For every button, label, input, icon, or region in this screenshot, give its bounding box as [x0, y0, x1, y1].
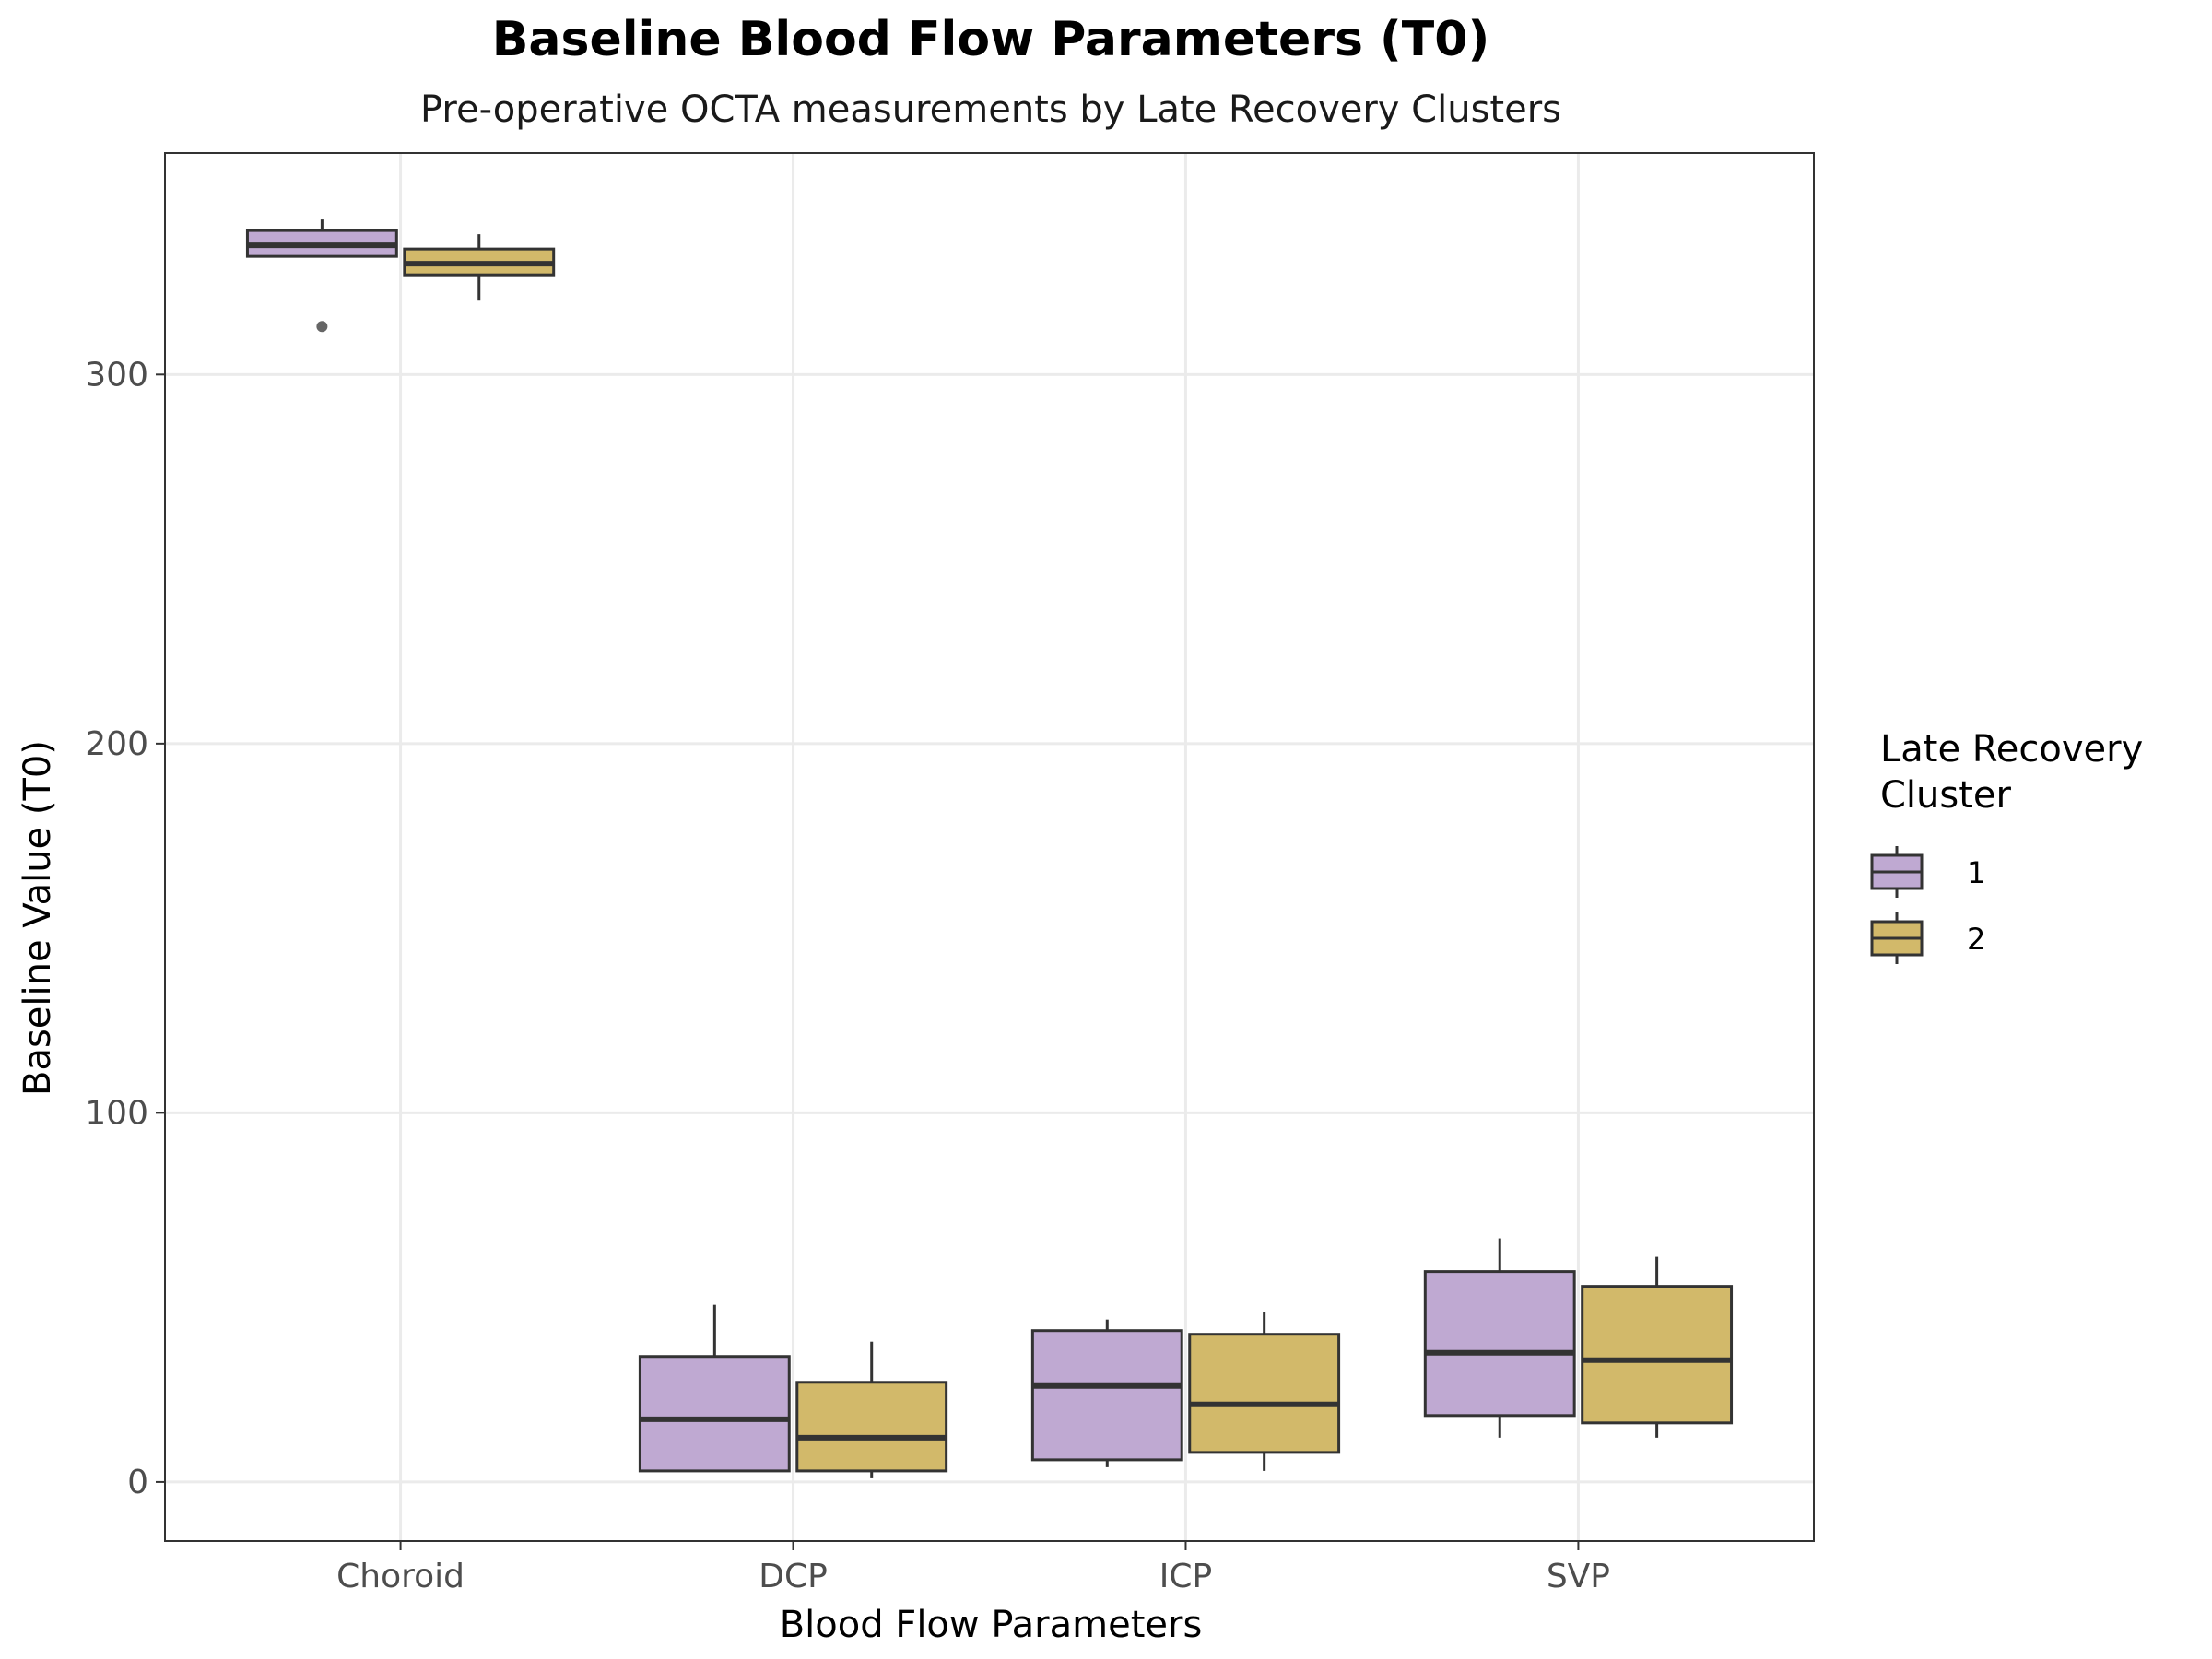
panel-border: [164, 152, 1815, 1542]
chart-subtitle: Pre-operative OCTA measurements by Late …: [420, 88, 1561, 131]
box-dcp-cluster-1: [638, 1304, 791, 1473]
box-dcp-cluster-2: [795, 1341, 948, 1478]
y-tick-label-200: 200: [85, 725, 148, 763]
x-tick-label-dcp: DCP: [759, 1558, 828, 1595]
legend-label-cluster-2: 2: [1967, 922, 1985, 957]
box-choroid-cluster-1: [245, 219, 398, 333]
outlier-point-0: [316, 321, 328, 333]
legend-title-line-2: Cluster: [1880, 774, 2012, 817]
box-svp-cluster-1: [1423, 1238, 1576, 1438]
x-tick-label-icp: ICP: [1159, 1558, 1212, 1595]
y-tick-label-300: 300: [85, 356, 148, 394]
legend: Late Recovery Cluster 1 2: [1870, 728, 2143, 964]
legend-key-cluster-1: 1: [1870, 846, 1985, 898]
x-tick-label-svp: SVP: [1547, 1558, 1610, 1595]
box-iqr: [1030, 1329, 1183, 1462]
box-iqr: [795, 1381, 948, 1473]
legend-key-cluster-2: 2: [1870, 912, 1985, 964]
box-iqr: [1188, 1333, 1341, 1454]
legend-title-line-1: Late Recovery: [1880, 728, 2143, 771]
box-iqr: [638, 1355, 791, 1473]
box-icp-cluster-1: [1030, 1319, 1183, 1467]
box-icp-cluster-2: [1188, 1312, 1341, 1471]
y-tick-label-100: 100: [85, 1094, 148, 1132]
y-axis-title: Baseline Value (T0): [17, 740, 59, 1096]
box-iqr: [1581, 1285, 1734, 1425]
y-tick-label-0: 0: [127, 1464, 148, 1501]
x-axis-title: Blood Flow Parameters: [780, 1604, 1203, 1646]
box-iqr: [1423, 1270, 1576, 1418]
chart-title: Baseline Blood Flow Parameters (T0): [492, 12, 1489, 67]
box-svp-cluster-2: [1581, 1256, 1734, 1438]
plot-area: 0 100 200 300 Choroid DCP ICP SVP: [85, 152, 1815, 1595]
box-choroid-cluster-2: [403, 234, 556, 301]
legend-label-cluster-1: 1: [1967, 855, 1985, 890]
x-tick-label-choroid: Choroid: [336, 1558, 465, 1595]
